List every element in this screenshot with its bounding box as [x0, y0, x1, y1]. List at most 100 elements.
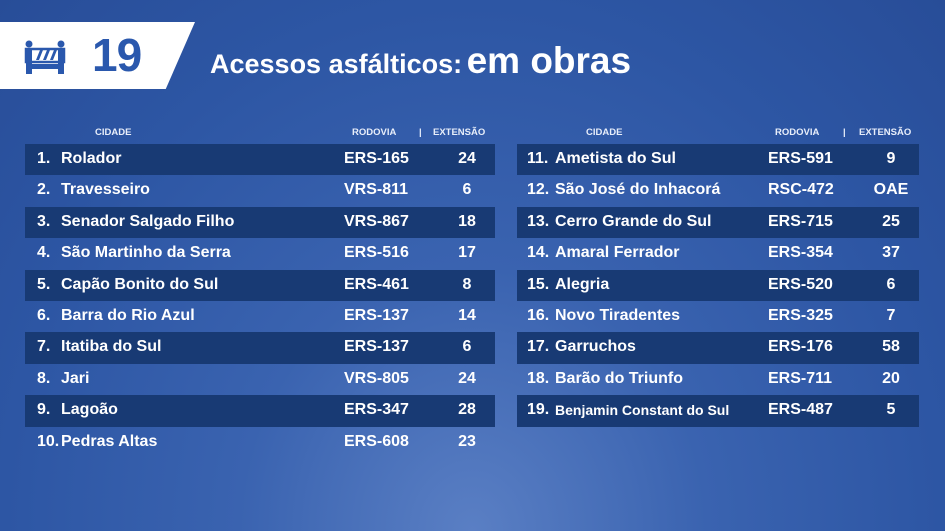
- road-code: ERS-591: [768, 150, 833, 167]
- table-row: 6. Barra do Rio Azul ERS-137 14: [25, 301, 495, 332]
- extension: 6: [886, 275, 896, 293]
- road-code: ERS-461: [344, 275, 409, 293]
- extension: 23: [458, 432, 476, 450]
- extension: 14: [458, 306, 476, 324]
- city-name: Cerro Grande do Sul: [555, 212, 712, 230]
- row-number: 9.: [37, 401, 51, 419]
- city-name: Itatiba do Sul: [61, 338, 162, 356]
- road-code: VRS-811: [344, 181, 409, 199]
- extension: 7: [886, 306, 896, 324]
- row-number: 2.: [37, 181, 51, 199]
- road-code: ERS-137: [344, 306, 409, 324]
- city-name: Benjamin Constant do Sul: [555, 402, 730, 419]
- page-title: Acessos asfálticos: em obras: [210, 40, 632, 81]
- road-code: ERS-608: [344, 432, 409, 450]
- road-code: ERS-516: [344, 244, 409, 262]
- road-code: ERS-137: [344, 338, 409, 356]
- extension: 37: [882, 244, 900, 262]
- table-row: 13. Cerro Grande do Sul ERS-715 25: [517, 206, 919, 239]
- road-code: ERS-354: [768, 244, 833, 262]
- row-number: 3.: [37, 212, 51, 230]
- table-row: 18. Barão do Triunfo ERS-711 20: [517, 364, 919, 395]
- col-sep: |: [843, 127, 846, 138]
- row-number: 1.: [37, 150, 51, 167]
- city-name: Alegria: [555, 275, 610, 293]
- count-number: 19: [92, 29, 142, 81]
- city-name: Garruchos: [555, 338, 636, 356]
- table-row: 3. Senador Salgado Filho VRS-867 18: [25, 206, 495, 239]
- extension: 28: [458, 401, 476, 419]
- city-name: São José do Inhacorá: [555, 181, 721, 199]
- table-header: CIDADE RODOVIA | EXTENSÃO: [517, 125, 919, 144]
- extension: 24: [458, 150, 476, 167]
- extension: OAE: [873, 181, 909, 199]
- road-code: ERS-165: [344, 150, 409, 167]
- city-name: Ametista do Sul: [555, 150, 676, 167]
- table-header: CIDADE RODOVIA | EXTENSÃO: [25, 125, 495, 144]
- row-number: 19.: [527, 401, 550, 419]
- city-name: Jari: [61, 369, 90, 387]
- city-name: Barra do Rio Azul: [61, 306, 195, 324]
- road-code: VRS-867: [344, 212, 409, 230]
- row-number: 7.: [37, 338, 51, 356]
- road-code: ERS-487: [768, 401, 833, 419]
- city-name: Travesseiro: [61, 181, 150, 199]
- extension: 5: [886, 401, 896, 419]
- city-name: Barão do Triunfo: [555, 369, 683, 387]
- city-name: Capão Bonito do Sul: [61, 275, 219, 293]
- city-name: Lagoão: [61, 401, 118, 419]
- table-row: 17. Garruchos ERS-176 58: [517, 332, 919, 364]
- extension: 24: [458, 369, 476, 387]
- table-row: 9. Lagoão ERS-347 28: [25, 395, 495, 427]
- road-code: ERS-176: [768, 338, 833, 356]
- table-row: 10. Pedras Altas ERS-608 23: [25, 427, 495, 458]
- col-sep: |: [419, 127, 422, 138]
- road-code: ERS-715: [768, 212, 833, 230]
- road-code: ERS-520: [768, 275, 833, 293]
- row-number: 4.: [37, 244, 51, 262]
- road-code: VRS-805: [344, 369, 409, 387]
- table-row: 15. Alegria ERS-520 6: [517, 269, 919, 301]
- city-name: Pedras Altas: [61, 432, 158, 450]
- table-row: 14. Amaral Ferrador ERS-354 37: [517, 238, 919, 269]
- extension: 8: [462, 275, 472, 293]
- table-row: 11. Ametista do Sul ERS-591 9: [517, 144, 919, 176]
- city-name: Rolador: [61, 150, 122, 167]
- row-number: 11.: [527, 150, 549, 167]
- city-name: Amaral Ferrador: [555, 244, 680, 262]
- row-number: 16.: [527, 306, 550, 324]
- col-ext: EXTENSÃO: [859, 127, 912, 138]
- table-row: 8. Jari VRS-805 24: [25, 364, 495, 395]
- row-number: 14.: [527, 244, 550, 262]
- table-row: 16. Novo Tiradentes ERS-325 7: [517, 301, 919, 332]
- table-row: 2. Travesseiro VRS-811 6: [25, 175, 495, 206]
- extension: 20: [882, 369, 900, 387]
- table-row: 7. Itatiba do Sul ERS-137 6: [25, 332, 495, 364]
- col-road: RODOVIA: [352, 127, 397, 138]
- road-barrier-icon: [24, 40, 66, 74]
- table-left: CIDADE RODOVIA | EXTENSÃO 1. Rolador ERS-165 24…: [25, 125, 495, 458]
- table-row: 12. São José do Inhacorá RSC-472 OAE: [517, 175, 919, 206]
- road-code: ERS-347: [344, 401, 409, 419]
- row-number: 10.: [37, 432, 60, 450]
- city-name: Senador Salgado Filho: [61, 212, 235, 230]
- extension: 18: [458, 212, 476, 230]
- col-ext: EXTENSÃO: [433, 127, 486, 138]
- count-badge: 19: [0, 22, 195, 89]
- road-code: RSC-472: [768, 181, 834, 199]
- extension: 58: [882, 338, 900, 356]
- row-number: 6.: [37, 306, 51, 324]
- extension: 17: [458, 244, 476, 262]
- road-code: ERS-711: [768, 369, 833, 387]
- col-city: CIDADE: [586, 127, 623, 138]
- extension: 9: [886, 150, 896, 167]
- extension: 25: [882, 212, 900, 230]
- table-right: CIDADE RODOVIA | EXTENSÃO 11. Ametista do Sul…: [517, 125, 919, 427]
- row-number: 13.: [527, 212, 550, 230]
- extension: 6: [462, 338, 472, 356]
- table-row: 19. Benjamin Constant do Sul ERS-487 5: [517, 395, 919, 427]
- city-name: Novo Tiradentes: [555, 306, 681, 324]
- row-number: 12.: [527, 181, 550, 199]
- road-code: ERS-325: [768, 306, 833, 324]
- row-number: 15.: [527, 275, 550, 293]
